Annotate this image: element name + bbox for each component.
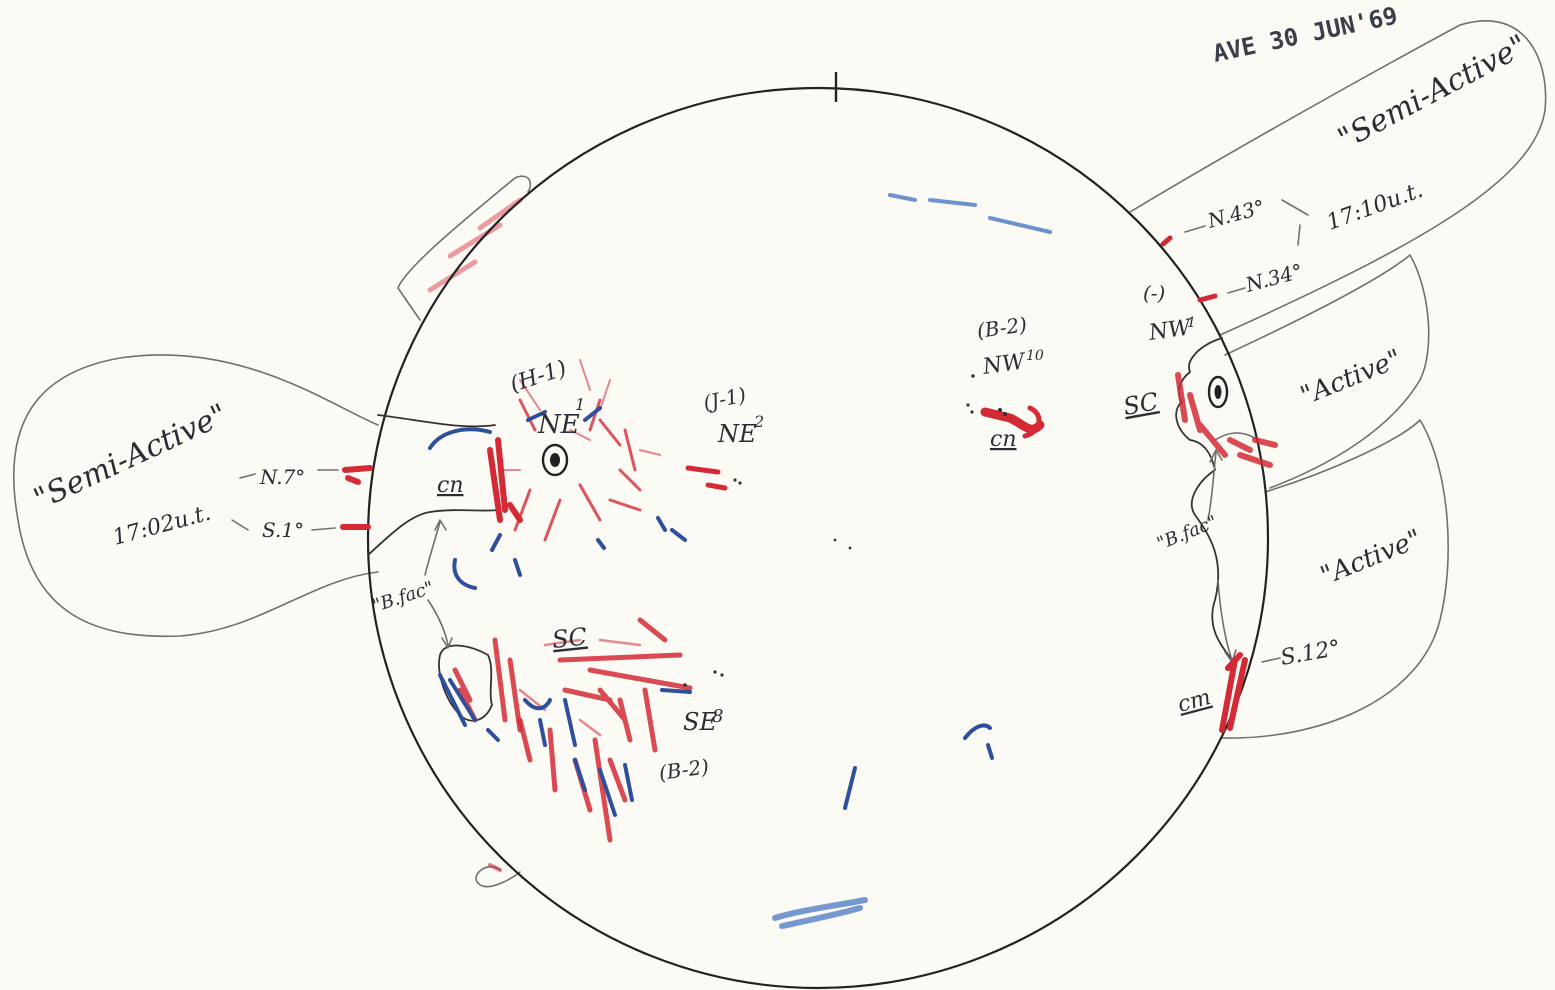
east-limb-latitude-south: S.1° bbox=[262, 518, 304, 542]
west-limb-upper-balloon-outline bbox=[1129, 19, 1547, 336]
region-ne-name: NE bbox=[537, 410, 580, 440]
west-sc-label: SC bbox=[1121, 387, 1160, 421]
west-cm-arrow bbox=[1217, 579, 1237, 663]
region-nw1-number: 1 bbox=[1187, 315, 1196, 331]
west-limb-lower-activity-label: "Active" bbox=[1316, 524, 1426, 592]
east-limb-balloon-outline bbox=[13, 354, 379, 638]
region-nw10-class: (B-2) bbox=[975, 312, 1028, 343]
region-ne-class: (H-1) bbox=[507, 356, 570, 398]
sunspot-nw1 bbox=[1207, 375, 1229, 409]
east-facula-outline bbox=[438, 644, 493, 722]
west-limb-latitude-1: N.43° bbox=[1204, 195, 1267, 233]
region-j1-number: 2 bbox=[753, 412, 764, 431]
east-bfac-arrow bbox=[424, 519, 447, 576]
region-se8-class: (B-2) bbox=[657, 754, 710, 785]
pore-dots bbox=[683, 374, 1007, 687]
region-ne-number: 1 bbox=[575, 395, 585, 414]
east-limb-latitude-north: N.7° bbox=[259, 465, 305, 489]
region-se8-number: 8 bbox=[712, 706, 723, 727]
west-limb-upper-activity-label: "Semi-Active" bbox=[1332, 28, 1533, 157]
region-nw10-cn-label: cn bbox=[990, 427, 1017, 452]
region-nw1-name: NW bbox=[1146, 315, 1194, 346]
blue-filament-strokes bbox=[428, 193, 1052, 929]
southeast-tab-outline bbox=[475, 865, 521, 888]
west-bfac-label: "B.fac" bbox=[1154, 512, 1220, 555]
west-cm-label: cm bbox=[1175, 685, 1214, 718]
region-nw1-class: (-) bbox=[1143, 281, 1165, 305]
east-cn-label: cn bbox=[437, 473, 464, 498]
region-nw10-number: 10 bbox=[1026, 348, 1044, 364]
region-j1-name: NE bbox=[717, 420, 757, 448]
region-nw10-name: NW bbox=[980, 349, 1028, 380]
region-se8-name: SE bbox=[683, 708, 717, 736]
east-facula-arrow bbox=[427, 599, 453, 649]
west-limb-middle-balloon-outline bbox=[1224, 254, 1430, 489]
west-limb-lower-balloon-outline bbox=[1221, 419, 1449, 739]
west-plage-tail bbox=[1214, 432, 1256, 441]
east-limb-time: 17:02u.t. bbox=[110, 501, 213, 551]
sunspot-ne bbox=[541, 443, 569, 477]
date-stamp: AVE 30 JUN'69 bbox=[1210, 1, 1400, 67]
west-plage-boundary bbox=[1175, 337, 1233, 661]
east-plage-boundary bbox=[367, 414, 501, 556]
northeast-tab-outline bbox=[397, 175, 532, 321]
red-plage-strokes bbox=[340, 235, 1278, 843]
west-limb-latitude-south: S.12° bbox=[1279, 636, 1343, 671]
west-limb-middle-activity-label: "Active" bbox=[1296, 344, 1406, 412]
west-limb-time: 17:10u.t. bbox=[1324, 178, 1427, 236]
south-sc-label: SC bbox=[551, 622, 589, 653]
west-limb-latitude-2: N.34° bbox=[1242, 259, 1305, 297]
east-limb-activity-label: "Semi-Active" bbox=[29, 397, 233, 517]
east-bfac-label: "B.fac" bbox=[370, 577, 436, 616]
solar-disk bbox=[366, 86, 1270, 990]
west-bfac-arrow bbox=[1207, 449, 1223, 521]
region-j1-class: (J-1) bbox=[701, 382, 748, 414]
